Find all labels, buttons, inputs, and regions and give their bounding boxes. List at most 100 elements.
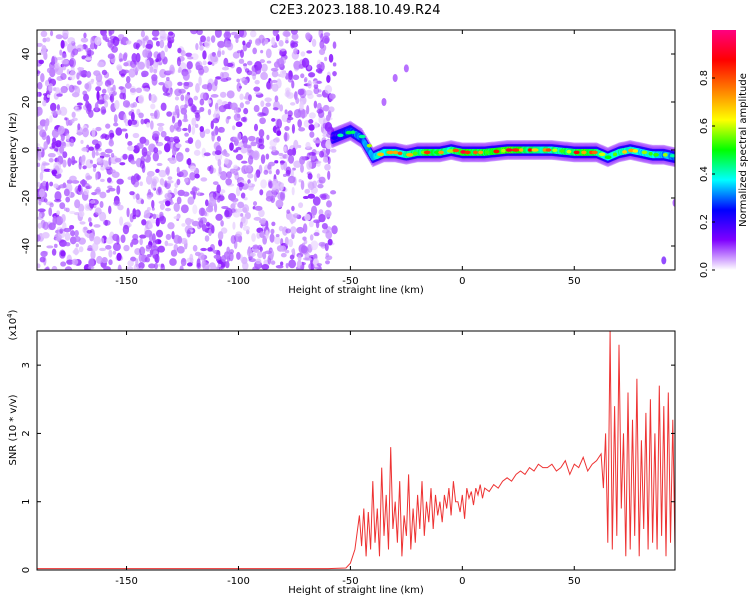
heatmap-noise-cell [277,57,285,68]
heatmap-noise-cell [252,47,258,55]
heatmap-ridge-peak [559,149,565,153]
heatmap-noise-cell [141,70,149,77]
heatmap-ridge-peak [545,148,552,152]
heatmap-noise-cell [180,169,189,178]
heatmap-noise-cell [83,93,89,102]
heatmap-noise-cell [150,93,157,104]
heatmap-noise-cell [85,100,90,109]
heatmap-noise-cell [88,146,95,151]
heatmap-noise-cell [214,78,218,87]
heatmap-noise-cell [275,199,284,208]
heatmap-noise-cell [113,200,121,207]
heatmap-noise-cell [45,37,51,42]
heatmap-noise-cell [279,104,284,112]
heatmap-noise-cell [316,108,324,114]
heatmap-noise-cell [245,100,250,105]
heatmap-noise-cell [330,148,337,153]
heatmap-noise-cell [90,36,95,46]
heatmap-noise-cell [282,173,287,178]
heatmap-noise-cell [201,147,207,158]
heatmap-noise-cell [46,245,54,249]
heatmap-noise-cell [236,78,241,83]
heatmap-noise-cell [114,99,120,110]
heatmap-noise-cell [261,263,270,270]
heatmap-noise-cell [232,221,236,230]
heatmap-noise-cell [316,102,322,111]
heatmap-noise-cell [254,65,262,75]
heatmap-noise-cell [248,94,252,102]
heatmap-noise-cell [138,253,143,263]
heatmap-noise-cell [311,38,317,47]
heatmap-noise-cell [46,94,51,98]
snr-plot-area [37,331,675,570]
heatmap-noise-cell [290,30,298,35]
spectrogram-xtick-label: -100 [227,276,250,287]
heatmap-noise-cell [176,166,180,174]
heatmap-noise-cell [37,263,41,269]
heatmap-noise-cell [127,140,133,147]
heatmap-noise-cell [48,83,54,92]
heatmap-noise-cell [95,126,102,132]
heatmap-noise-cell [279,70,287,78]
heatmap-noise-cell [291,33,299,41]
heatmap-noise-cell [210,267,218,270]
heatmap-noise-cell [124,82,132,89]
heatmap-noise-cell [105,244,112,250]
heatmap-ridge-peak [358,134,366,139]
heatmap-noise-cell [310,205,318,216]
heatmap-noise-cell [160,263,165,268]
heatmap-noise-cell [132,101,138,108]
heatmap-noise-cell [213,128,217,137]
heatmap-ridge-peak [493,149,500,154]
heatmap-noise-cell [285,228,291,234]
heatmap-noise-cell [164,44,169,53]
heatmap-noise-cell [104,80,112,87]
heatmap-noise-cell [307,181,315,191]
heatmap-noise-cell [150,181,157,191]
heatmap-noise-cell [301,156,306,162]
heatmap-noise-cell [149,65,154,73]
heatmap-noise-cell [313,100,318,109]
heatmap-noise-cell [189,172,196,181]
heatmap-noise-cell [270,260,276,265]
heatmap-noise-cell [267,164,272,170]
heatmap-noise-cell [328,53,334,63]
heatmap-noise-cell [136,43,141,49]
heatmap-noise-cell [289,254,295,260]
heatmap-noise-cell [99,201,104,209]
heatmap-noise-cell [96,157,104,164]
heatmap-noise-cell [169,258,177,266]
heatmap-noise-cell [232,211,241,218]
heatmap-noise-cell [176,178,181,186]
heatmap-noise-cell [328,106,335,113]
heatmap-noise-cell [259,231,265,239]
heatmap-noise-cell [276,130,282,136]
heatmap-noise-cell [60,85,68,94]
heatmap-noise-cell [51,169,58,175]
heatmap-noise-cell [145,174,153,185]
heatmap-noise-cell [310,240,319,251]
heatmap-noise-cell [308,262,315,270]
heatmap-noise-cell [69,224,75,230]
heatmap-noise-cell [95,86,102,92]
heatmap-noise-cell [232,51,240,59]
heatmap-noise-cell [143,209,151,219]
heatmap-noise-cell [123,244,130,252]
heatmap-noise-cell [278,152,284,157]
heatmap-noise-cell [116,185,121,195]
heatmap-noise-cell [290,226,297,235]
heatmap-noise-cell [254,172,258,182]
heatmap-noise-cell [108,205,112,215]
heatmap-noise-cell [216,99,223,106]
heatmap-noise-cell [271,118,276,122]
heatmap-noise-cell [221,205,229,210]
heatmap-noise-cell [141,146,148,157]
heatmap-noise-cell [84,83,90,90]
heatmap-noise-cell [249,30,257,38]
heatmap-noise-cell [299,264,304,270]
heatmap-noise-cell [146,254,152,258]
spectrogram-xtick-label: -150 [115,276,138,287]
heatmap-ridge-peak [472,150,478,155]
heatmap-noise-cell [43,198,48,203]
heatmap-noise-cell [307,193,316,199]
